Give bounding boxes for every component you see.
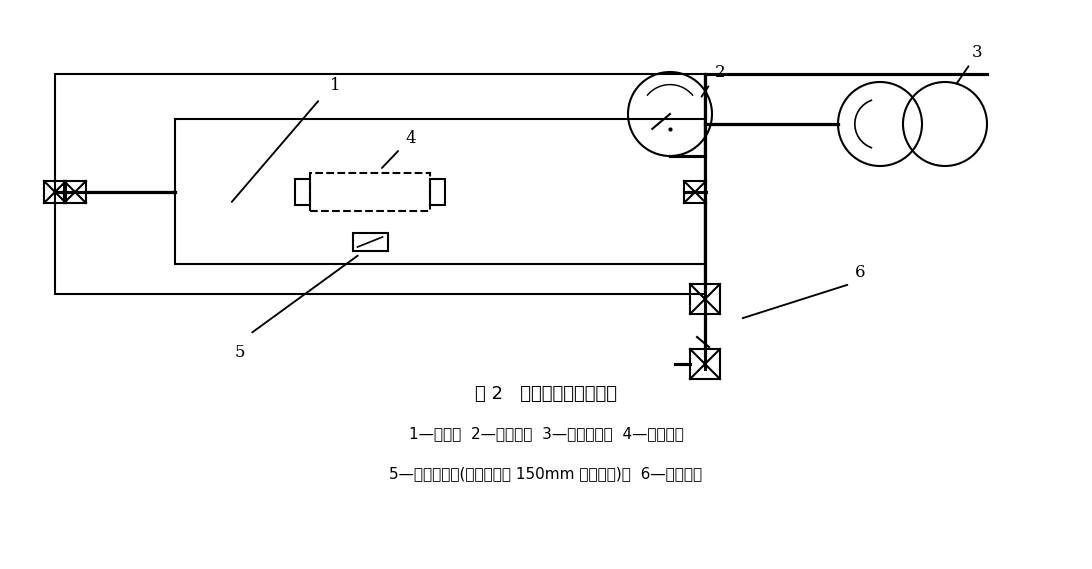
Bar xyxy=(64,181,86,203)
Bar xyxy=(684,181,707,203)
Text: 5: 5 xyxy=(235,344,246,361)
Bar xyxy=(295,179,310,205)
Bar xyxy=(55,74,705,294)
Text: 4: 4 xyxy=(405,130,416,147)
Bar xyxy=(690,349,720,379)
Bar xyxy=(44,181,66,203)
Text: 5—环境测量点(距离试验管 150mm 以内测量)；  6—高压源。: 5—环境测量点(距离试验管 150mm 以内测量)； 6—高压源。 xyxy=(390,467,702,481)
Text: 1: 1 xyxy=(330,77,341,94)
Bar xyxy=(175,119,705,264)
Text: 6: 6 xyxy=(855,264,866,281)
Text: 2: 2 xyxy=(715,64,725,81)
Bar xyxy=(353,233,388,251)
Text: 1—箱子；  2—指示表；  3—高温油泵；  4—试验管；: 1—箱子； 2—指示表； 3—高温油泵； 4—试验管； xyxy=(408,427,684,442)
Bar xyxy=(430,179,446,205)
Text: 3: 3 xyxy=(972,44,983,61)
Bar xyxy=(690,284,720,314)
Bar xyxy=(310,173,430,211)
Text: 图 2   热冲击试验典型装置: 图 2 热冲击试验典型装置 xyxy=(475,385,617,403)
